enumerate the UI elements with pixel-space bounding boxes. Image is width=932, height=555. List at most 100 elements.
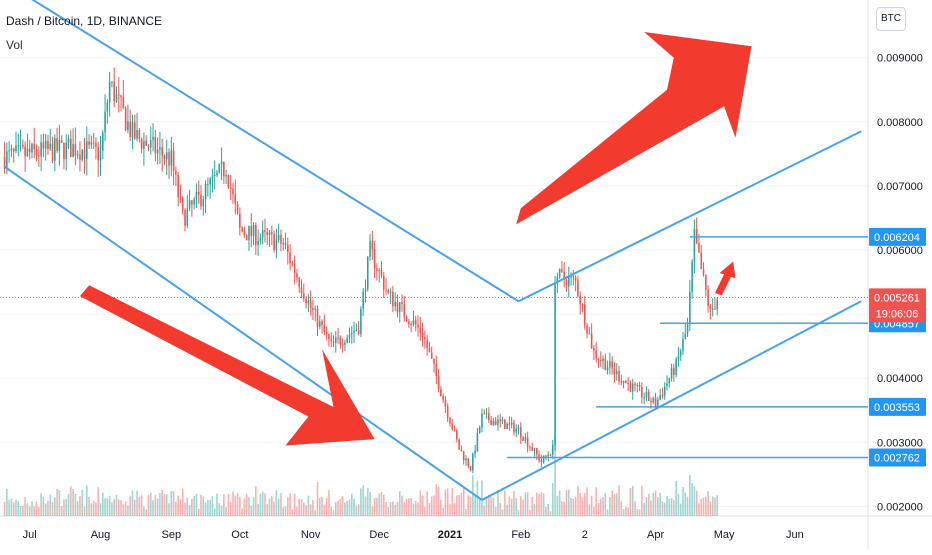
- volume-bar: [645, 497, 648, 516]
- volume-bar: [462, 487, 465, 516]
- candle-body: [15, 145, 17, 152]
- volume-bar: [453, 503, 456, 516]
- volume-bar: [526, 492, 529, 516]
- volume-bar: [266, 504, 269, 516]
- candle-body: [689, 291, 691, 325]
- volume-bar: [689, 475, 691, 516]
- candle-body: [369, 240, 371, 257]
- candle-body: [95, 142, 97, 148]
- currency-button[interactable]: BTC: [876, 7, 906, 31]
- candle-body: [666, 383, 668, 387]
- candle-body: [522, 437, 524, 441]
- volume-bar: [593, 506, 595, 516]
- volume-bar: [501, 509, 504, 516]
- candle-body: [419, 327, 422, 333]
- volume-bar: [531, 496, 534, 516]
- volume-bar: [625, 506, 627, 516]
- candle-body: [58, 140, 61, 151]
- candle-body: [408, 321, 410, 324]
- x-tick-label: 2: [582, 529, 588, 541]
- candle-body: [51, 143, 54, 161]
- volume-bar: [236, 493, 239, 516]
- candle-body: [693, 229, 696, 262]
- candle-body: [337, 337, 339, 339]
- candle-body: [303, 293, 305, 299]
- candle-body: [140, 138, 143, 149]
- candle-body: [659, 395, 661, 400]
- volume-bar: [92, 500, 95, 516]
- volume-bar: [357, 504, 360, 516]
- up-arrow-annotation: [516, 32, 752, 225]
- candle-body: [250, 226, 253, 237]
- volume-bar: [241, 508, 243, 516]
- candle-body: [275, 240, 278, 250]
- volume-bar: [312, 499, 314, 516]
- volume-bar: [458, 495, 460, 516]
- volume-bar: [101, 492, 104, 516]
- down-arrow-annotation: [79, 285, 375, 446]
- candle-body: [26, 148, 29, 157]
- volume-bar: [195, 493, 198, 516]
- volume-bar: [33, 506, 36, 516]
- candle-body: [645, 391, 648, 398]
- candle-body: [149, 139, 152, 148]
- candle-body: [504, 419, 506, 430]
- volume-bar: [472, 474, 474, 516]
- candle-body: [705, 274, 707, 290]
- candle-body: [373, 249, 376, 269]
- candle-body: [625, 380, 627, 383]
- volume-bar: [17, 501, 20, 516]
- volume-bar: [124, 501, 127, 516]
- candle-body: [307, 300, 310, 304]
- candle-body: [191, 200, 193, 205]
- x-tick-label: May: [714, 529, 735, 541]
- volume-bar: [81, 490, 84, 516]
- candle-body: [111, 81, 113, 83]
- volume-bar: [330, 506, 333, 516]
- candle-body: [97, 147, 100, 161]
- candle-body: [583, 304, 586, 326]
- volume-bar: [129, 496, 131, 516]
- volume-bar: [417, 502, 419, 516]
- candle-body: [348, 334, 351, 338]
- candle-body: [44, 140, 47, 149]
- candle-body: [554, 283, 556, 445]
- candle-body: [428, 348, 431, 353]
- candle-body: [300, 287, 303, 294]
- candle-body: [638, 385, 641, 387]
- volume-bar: [474, 495, 476, 516]
- volume-bar: [380, 491, 383, 516]
- candle-body: [682, 338, 684, 352]
- candle-body: [314, 308, 317, 310]
- candle-body: [24, 146, 26, 157]
- candle-body: [54, 138, 56, 161]
- volume-bar: [508, 496, 511, 516]
- volume-bar: [307, 495, 310, 516]
- volume-bar: [540, 492, 543, 516]
- candle-body: [108, 81, 111, 103]
- volume-bar: [485, 496, 488, 516]
- candle-body: [181, 197, 184, 211]
- volume-bar: [446, 488, 449, 516]
- x-tick-label: Aug: [91, 529, 111, 541]
- volume-bar: [314, 510, 317, 516]
- volume-bar: [243, 498, 246, 516]
- volume-bar: [652, 492, 655, 516]
- volume-bar: [325, 497, 328, 516]
- volume-bar: [394, 504, 396, 516]
- volume-bar: [211, 496, 214, 516]
- trendline: [31, 0, 520, 303]
- candle-body: [133, 122, 136, 139]
- volume-bar: [364, 496, 367, 516]
- volume-bar: [460, 492, 463, 516]
- candle-body: [154, 136, 157, 154]
- candle-body: [129, 121, 131, 138]
- volume-bar: [398, 491, 401, 516]
- volume-bar: [577, 485, 579, 516]
- candle-body: [702, 269, 705, 275]
- volume-bar: [572, 498, 575, 516]
- candle-body: [631, 383, 634, 392]
- volume-bar: [691, 483, 693, 516]
